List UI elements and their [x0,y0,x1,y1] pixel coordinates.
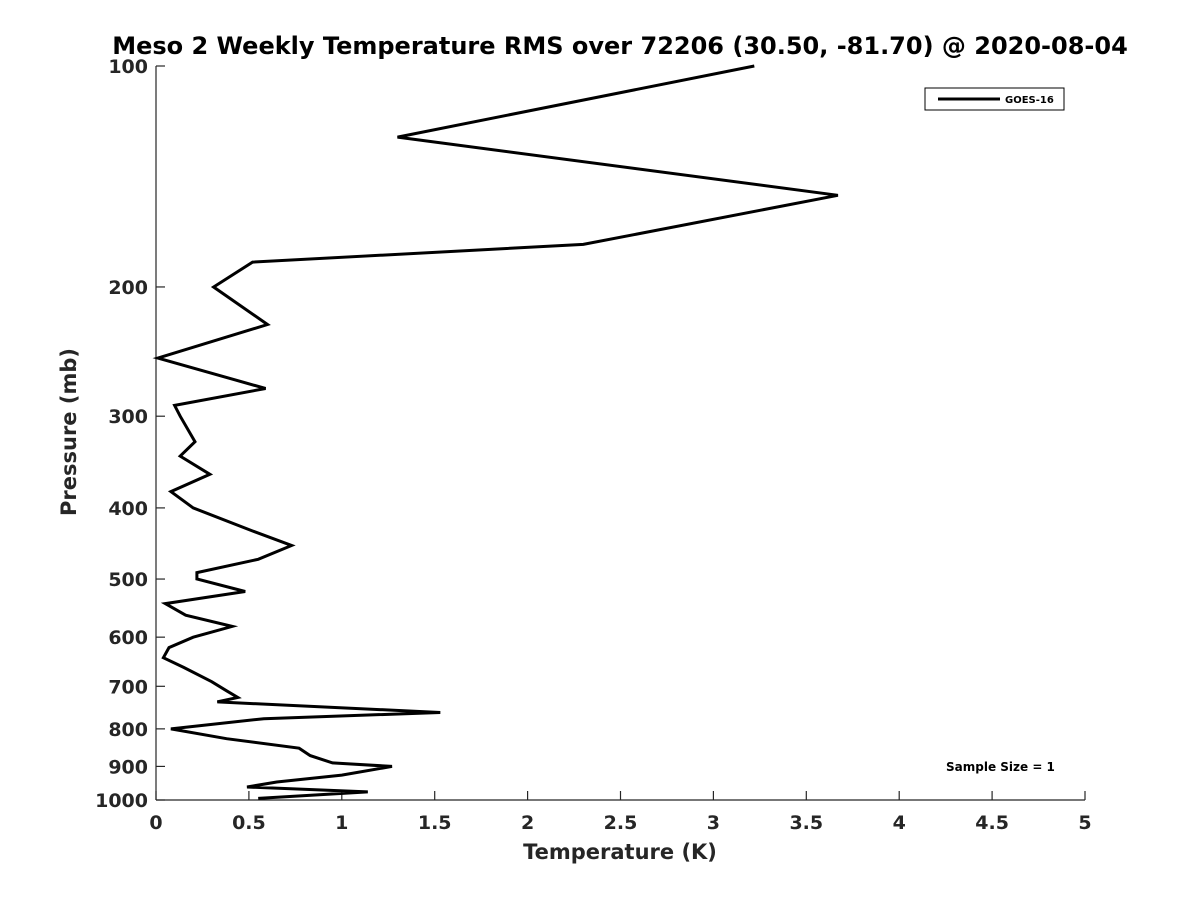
legend-label-goes-16: GOES-16 [1005,95,1054,106]
x-tick-label: 5 [1078,812,1091,834]
x-tick-label: 1 [335,812,348,834]
sample-size-annotation: Sample Size = 1 [946,760,1055,774]
y-tick-label: 800 [108,719,148,741]
y-tick-label: 900 [108,756,148,778]
y-tick-label: 700 [108,676,148,698]
x-tick-label: 3 [707,812,720,834]
series-line-goes-16 [152,64,839,800]
x-tick-label: 0.5 [232,812,266,834]
x-tick-label: 1.5 [418,812,452,834]
x-tick-label: 0 [149,812,162,834]
axes: 0 0.5 1 1.5 2 2.5 3 3.5 4 4.5 5 100 200 300 400 500 600 7… [95,56,1092,834]
y-axis-label: Pressure (mb) [57,348,81,516]
x-tick-label: 4 [893,812,906,834]
x-tick-label: 3.5 [789,812,823,834]
x-axis-label: Temperature (K) [523,840,717,864]
x-tick-label: 2.5 [604,812,638,834]
chart-title: Meso 2 Weekly Temperature RMS over 72206… [112,32,1128,60]
y-tick-label: 300 [108,406,148,428]
x-tick-label: 4.5 [975,812,1009,834]
y-tick-label: 600 [108,627,148,649]
y-tick-label: 100 [108,56,148,78]
y-tick-label: 400 [108,498,148,520]
y-tick-label: 1000 [95,790,148,812]
x-tick-label: 2 [521,812,534,834]
legend: GOES-16 [924,87,1065,111]
y-tick-label: 200 [108,277,148,299]
y-tick-label: 500 [108,569,148,591]
